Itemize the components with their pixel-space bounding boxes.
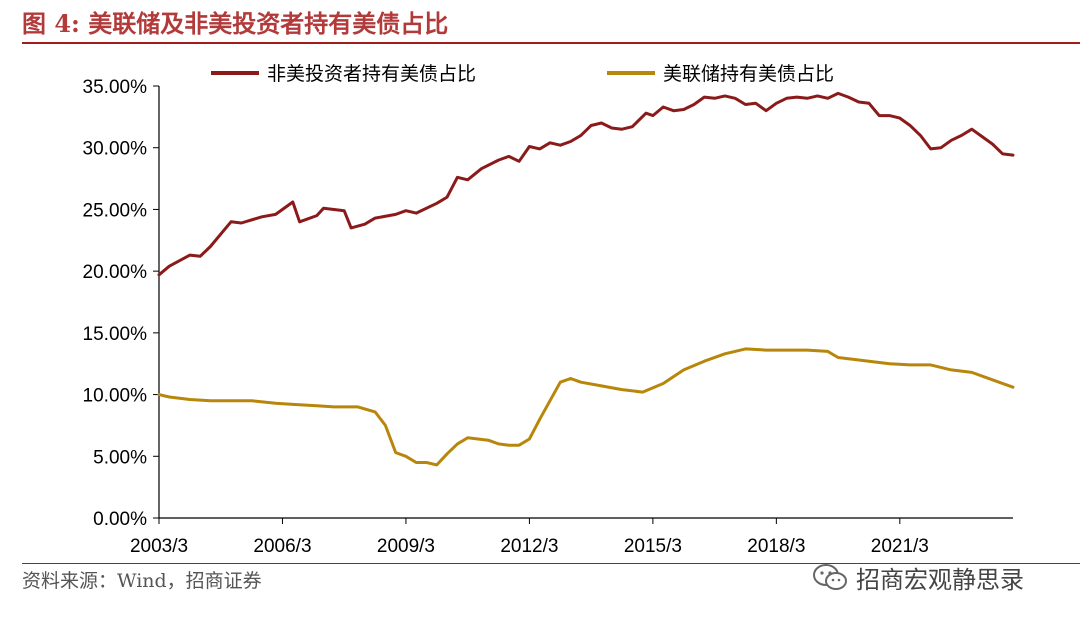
y-tick-label: 0.00% bbox=[93, 509, 147, 530]
chart-axes: 0.00% 5.00% 10.00% 15.00% 20.00% 25.00% 30.00%… bbox=[83, 77, 1013, 557]
legend-label-2: 美联储持有美债占比 bbox=[663, 63, 834, 85]
wechat-icon bbox=[813, 563, 847, 590]
y-tick-label: 25.00% bbox=[83, 200, 148, 221]
watermark: 招商宏观静思录 bbox=[812, 560, 1024, 595]
y-tick-label: 20.00% bbox=[83, 262, 148, 283]
x-tick-label: 2018/3 bbox=[747, 536, 805, 557]
source-note: 资料来源：Wind，招商证券 bbox=[22, 570, 262, 592]
title-divider bbox=[22, 42, 1080, 44]
x-tick-label: 2009/3 bbox=[377, 536, 435, 557]
series-line-2 bbox=[157, 347, 1015, 467]
y-tick-label: 15.00% bbox=[83, 324, 148, 345]
watermark-text: 招商宏观静思录 bbox=[856, 566, 1024, 594]
y-tick-label: 10.00% bbox=[83, 386, 148, 407]
source-divider bbox=[22, 563, 1080, 564]
legend-label-1: 非美投资者持有美债占比 bbox=[267, 63, 476, 85]
y-tick-label: 30.00% bbox=[83, 139, 148, 160]
x-tick-label: 2006/3 bbox=[253, 536, 311, 557]
y-tick-label: 5.00% bbox=[93, 447, 147, 468]
figure-title: 图 4: 美联储及非美投资者持有美债占比 bbox=[22, 9, 449, 38]
y-tick-label: 35.00% bbox=[83, 77, 148, 98]
series-line-1 bbox=[157, 91, 1015, 277]
x-tick-label: 2021/3 bbox=[871, 536, 929, 557]
chart-series bbox=[157, 91, 1015, 467]
x-tick-label: 2012/3 bbox=[500, 536, 558, 557]
x-tick-label: 2003/3 bbox=[130, 536, 188, 557]
x-tick-label: 2015/3 bbox=[624, 536, 682, 557]
chart-legend: 非美投资者持有美债占比 美联储持有美债占比 bbox=[211, 63, 834, 85]
